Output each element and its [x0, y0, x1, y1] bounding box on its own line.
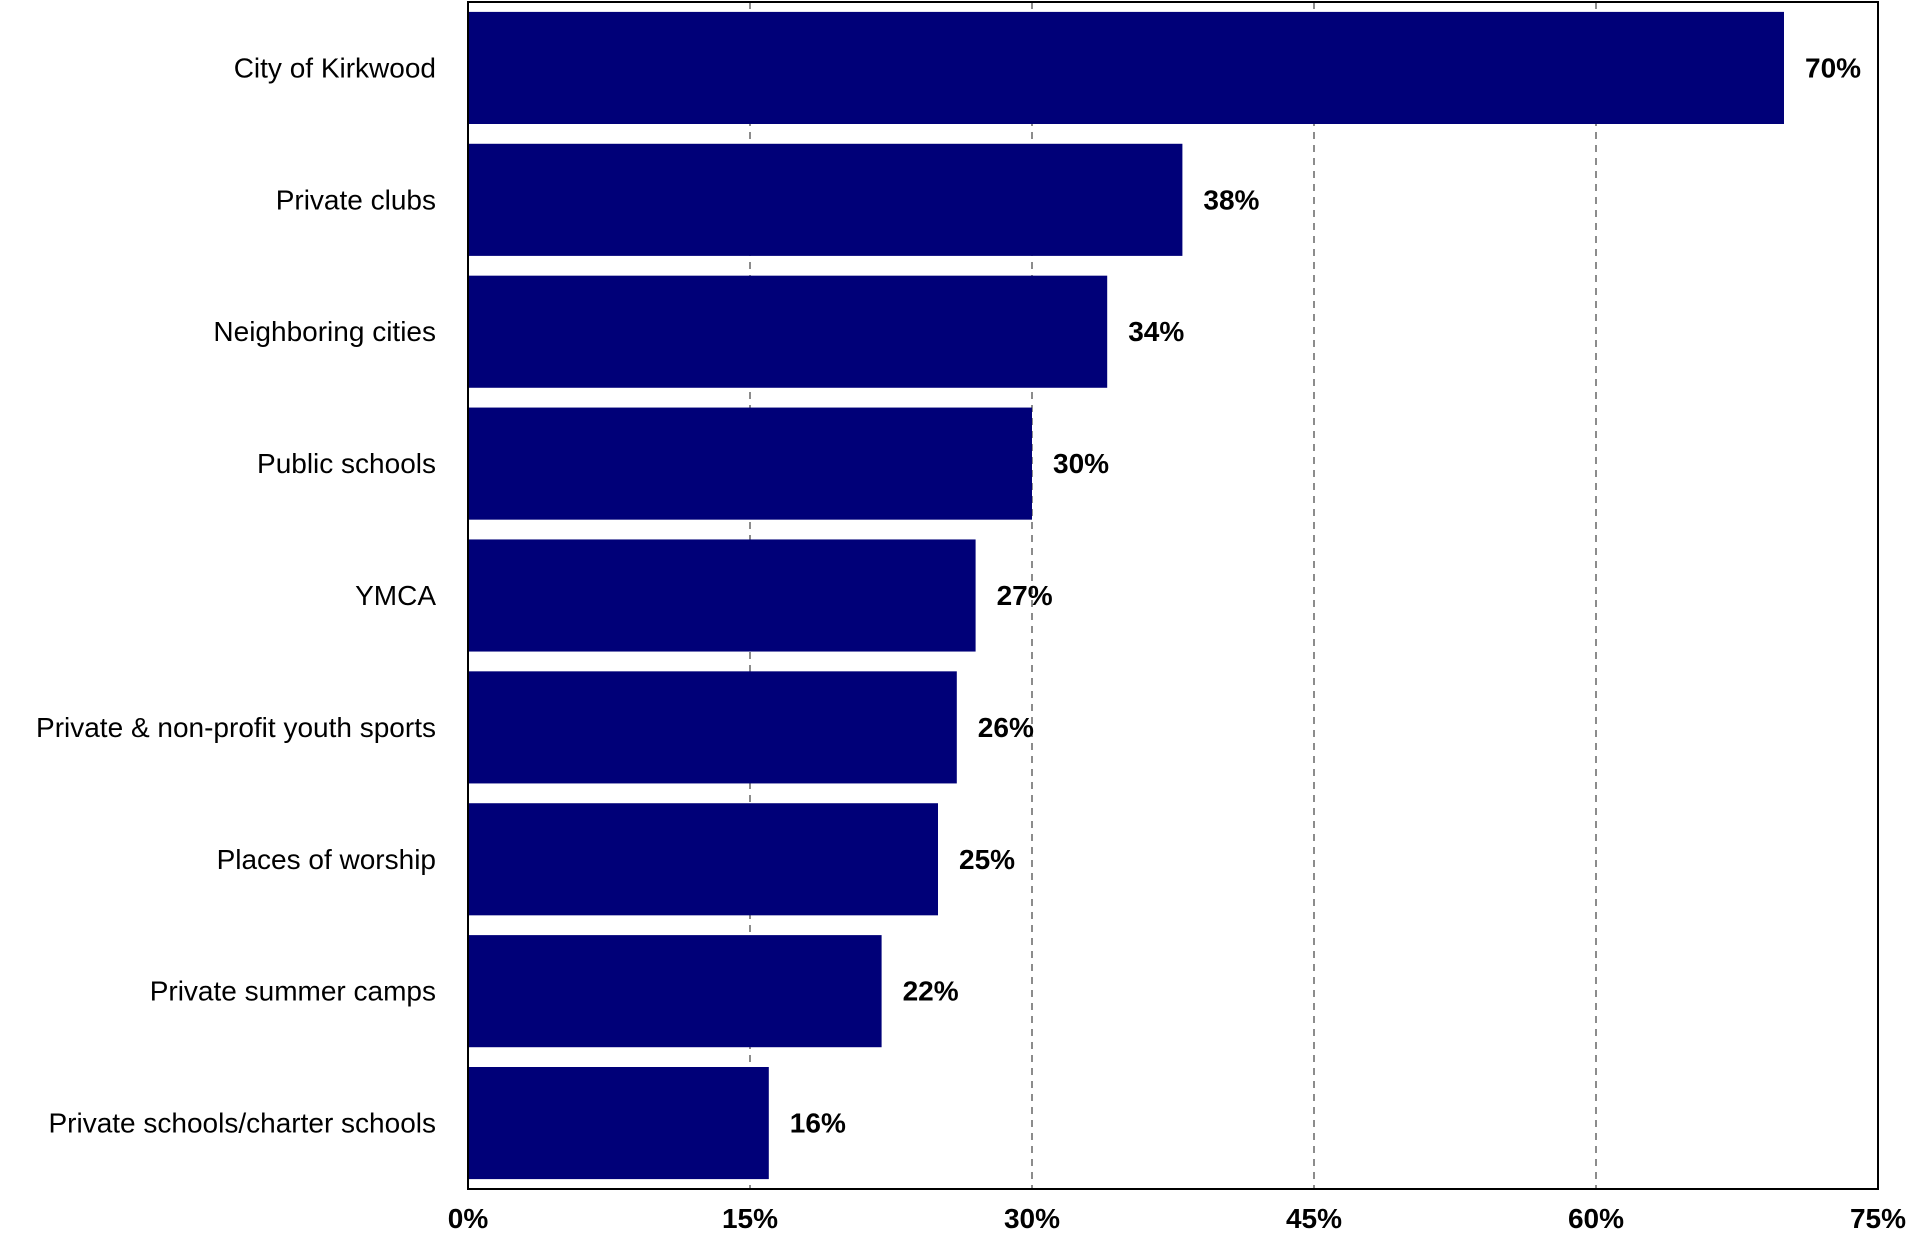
- category-label: Neighboring cities: [213, 316, 436, 347]
- bar: [468, 803, 938, 916]
- category-label: Private schools/charter schools: [48, 1108, 436, 1139]
- category-label: Public schools: [257, 448, 436, 479]
- value-label: 25%: [959, 844, 1015, 875]
- bar: [468, 539, 976, 652]
- bar: [468, 1067, 769, 1180]
- category-label: City of Kirkwood: [234, 52, 436, 83]
- x-tick-label: 75%: [1850, 1203, 1906, 1234]
- x-tick-label: 60%: [1568, 1203, 1624, 1234]
- bar: [468, 275, 1108, 388]
- x-tick-label: 0%: [448, 1203, 489, 1234]
- category-label: YMCA: [355, 580, 436, 611]
- category-label: Private clubs: [276, 184, 436, 215]
- category-labels: City of Kirkwood Private clubs Neighboring…: [36, 52, 436, 1138]
- bar: [468, 407, 1032, 520]
- value-label: 70%: [1805, 52, 1861, 83]
- bar: [468, 11, 1784, 124]
- bar: [468, 671, 957, 784]
- value-label: 34%: [1128, 316, 1184, 347]
- category-label: Private & non-profit youth sports: [36, 712, 436, 743]
- bar: [468, 143, 1183, 256]
- bar: [468, 935, 882, 1048]
- category-label: Private summer camps: [150, 976, 436, 1007]
- x-tick-label: 30%: [1004, 1203, 1060, 1234]
- value-label: 27%: [997, 580, 1053, 611]
- x-tick-label: 15%: [722, 1203, 778, 1234]
- bars: [468, 11, 1784, 1180]
- value-label: 22%: [903, 976, 959, 1007]
- value-label: 26%: [978, 712, 1034, 743]
- value-label: 30%: [1053, 448, 1109, 479]
- x-tick-label: 45%: [1286, 1203, 1342, 1234]
- value-label: 38%: [1203, 184, 1259, 215]
- x-tick-labels: 0% 15% 30% 45% 60% 75%: [448, 1203, 1906, 1234]
- category-label: Places of worship: [217, 844, 436, 875]
- plot-frame: [467, 1, 1879, 1190]
- axes: [467, 1, 1879, 1190]
- value-label: 16%: [790, 1108, 846, 1139]
- value-labels: 70% 38% 34% 30% 27% 26% 25% 22% 16%: [790, 52, 1861, 1138]
